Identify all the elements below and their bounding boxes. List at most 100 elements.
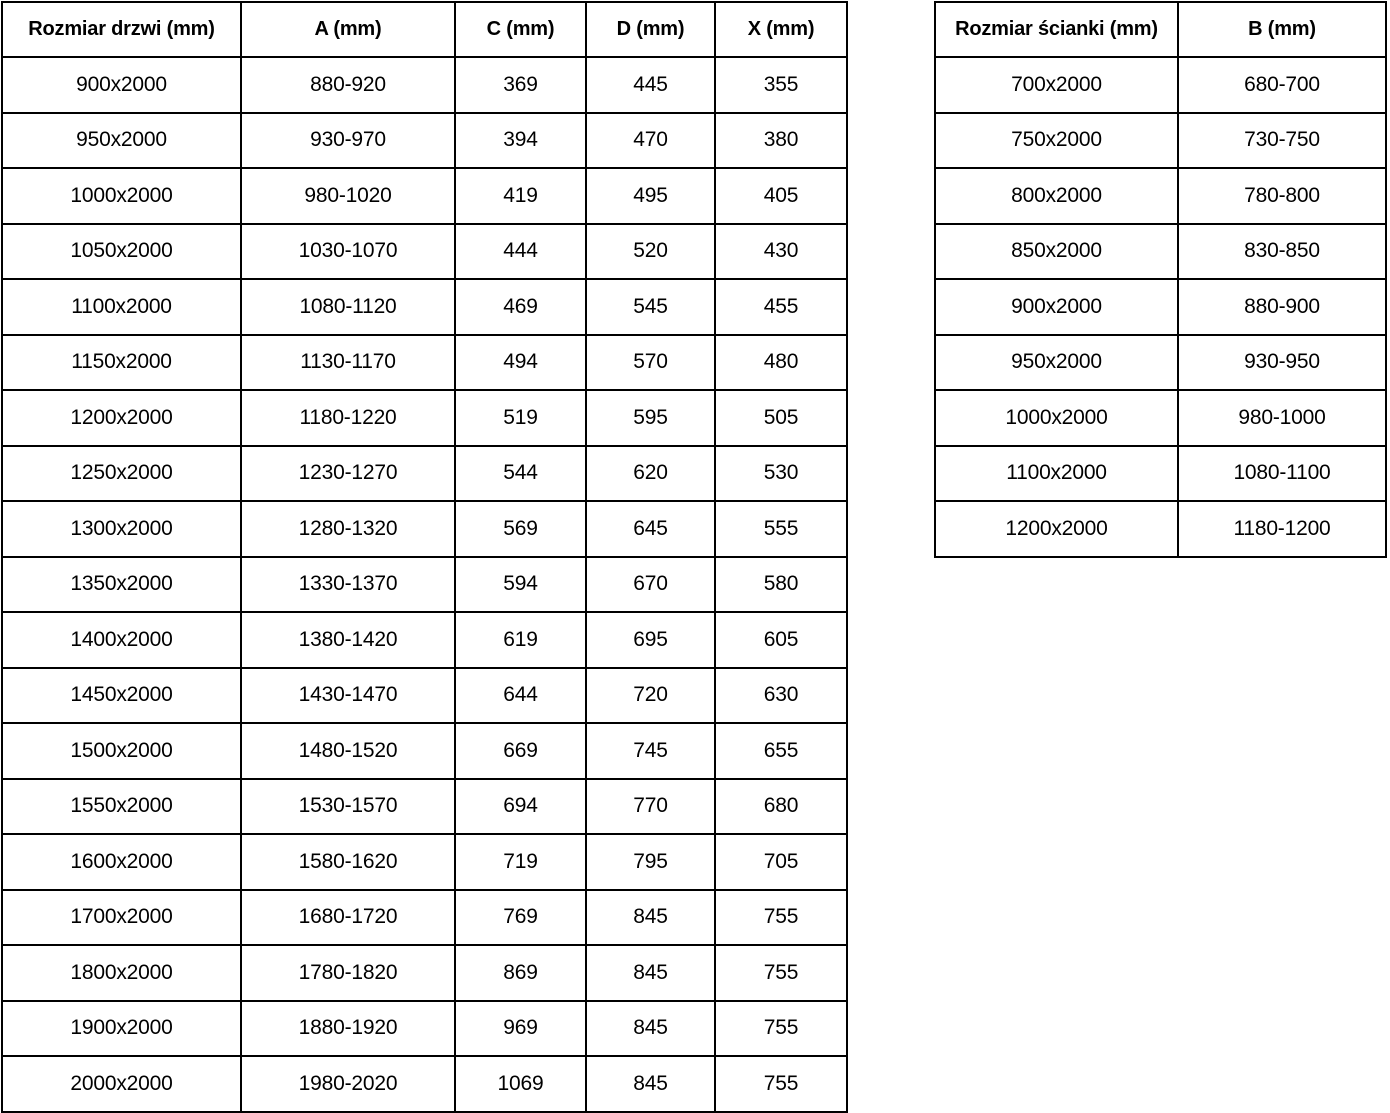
cell-c: 394 — [454, 111, 587, 169]
cell-d: 645 — [585, 500, 716, 558]
table-row: 1500x2000 1480-1520 669 745 655 — [1, 722, 848, 780]
table-row: 1400x2000 1380-1420 619 695 605 — [1, 611, 848, 669]
cell-c: 444 — [454, 222, 587, 280]
cell-a: 1880-1920 — [240, 999, 456, 1057]
table-row: 900x2000 880-920 369 445 355 — [1, 56, 848, 114]
cell-x: 405 — [714, 167, 848, 225]
cell-d: 445 — [585, 56, 716, 114]
cell-door-size: 1100x2000 — [1, 278, 242, 336]
cell-door-size: 1900x2000 — [1, 999, 242, 1057]
cell-wall-size: 850x2000 — [934, 222, 1179, 280]
cell-door-size: 1300x2000 — [1, 500, 242, 558]
table-row: 1100x2000 1080-1120 469 545 455 — [1, 278, 848, 336]
cell-x: 480 — [714, 333, 848, 391]
cell-a: 1780-1820 — [240, 944, 456, 1002]
cell-door-size: 1800x2000 — [1, 944, 242, 1002]
cell-door-size: 1600x2000 — [1, 833, 242, 891]
cell-b: 730-750 — [1177, 111, 1387, 169]
cell-a: 1580-1620 — [240, 833, 456, 891]
cell-x: 555 — [714, 500, 848, 558]
cell-b: 930-950 — [1177, 333, 1387, 391]
cell-d: 695 — [585, 611, 716, 669]
cell-x: 755 — [714, 944, 848, 1002]
cell-c: 569 — [454, 500, 587, 558]
cell-x: 605 — [714, 611, 848, 669]
cell-d: 770 — [585, 777, 716, 835]
cell-d: 845 — [585, 1055, 716, 1113]
column-header-door-size: Rozmiar drzwi (mm) — [1, 1, 242, 58]
cell-d: 845 — [585, 888, 716, 946]
cell-b: 1080-1100 — [1177, 444, 1387, 502]
cell-wall-size: 1200x2000 — [934, 500, 1179, 558]
cell-wall-size: 800x2000 — [934, 167, 1179, 225]
cell-a: 1080-1120 — [240, 278, 456, 336]
table-row: 1300x2000 1280-1320 569 645 555 — [1, 500, 848, 558]
table-row: 700x2000 680-700 — [934, 56, 1387, 114]
table-row: 1450x2000 1430-1470 644 720 630 — [1, 666, 848, 724]
cell-door-size: 1700x2000 — [1, 888, 242, 946]
cell-a: 980-1020 — [240, 167, 456, 225]
cell-c: 419 — [454, 167, 587, 225]
cell-a: 930-970 — [240, 111, 456, 169]
table-row: 2000x2000 1980-2020 1069 845 755 — [1, 1055, 848, 1113]
table-row: 1150x2000 1130-1170 494 570 480 — [1, 333, 848, 391]
cell-a: 1130-1170 — [240, 333, 456, 391]
cell-door-size: 1550x2000 — [1, 777, 242, 835]
cell-d: 795 — [585, 833, 716, 891]
table-row: 750x2000 730-750 — [934, 111, 1387, 169]
column-header-x: X (mm) — [714, 1, 848, 58]
table-row: 900x2000 880-900 — [934, 278, 1387, 336]
cell-wall-size: 1100x2000 — [934, 444, 1179, 502]
cell-a: 1480-1520 — [240, 722, 456, 780]
table-row: 1250x2000 1230-1270 544 620 530 — [1, 444, 848, 502]
cell-door-size: 950x2000 — [1, 111, 242, 169]
table-row: 1200x2000 1180-1200 — [934, 500, 1387, 558]
cell-x: 630 — [714, 666, 848, 724]
cell-c: 469 — [454, 278, 587, 336]
cell-c: 519 — [454, 389, 587, 447]
cell-door-size: 900x2000 — [1, 56, 242, 114]
cell-x: 380 — [714, 111, 848, 169]
cell-c: 694 — [454, 777, 587, 835]
cell-a: 1180-1220 — [240, 389, 456, 447]
cell-c: 719 — [454, 833, 587, 891]
cell-x: 455 — [714, 278, 848, 336]
cell-a: 1530-1570 — [240, 777, 456, 835]
cell-d: 845 — [585, 944, 716, 1002]
cell-a: 1430-1470 — [240, 666, 456, 724]
column-header-c: C (mm) — [454, 1, 587, 58]
cell-door-size: 1500x2000 — [1, 722, 242, 780]
table-row: 1000x2000 980-1020 419 495 405 — [1, 167, 848, 225]
table-header-row: Rozmiar drzwi (mm) A (mm) C (mm) D (mm) … — [1, 1, 848, 58]
table-row: 1700x2000 1680-1720 769 845 755 — [1, 888, 848, 946]
cell-wall-size: 950x2000 — [934, 333, 1179, 391]
cell-x: 680 — [714, 777, 848, 835]
cell-x: 505 — [714, 389, 848, 447]
cell-d: 620 — [585, 444, 716, 502]
cell-d: 745 — [585, 722, 716, 780]
cell-d: 845 — [585, 999, 716, 1057]
cell-x: 755 — [714, 999, 848, 1057]
table-row: 950x2000 930-950 — [934, 333, 1387, 391]
cell-c: 669 — [454, 722, 587, 780]
table-header-row: Rozmiar ścianki (mm) B (mm) — [934, 1, 1387, 58]
cell-door-size: 1350x2000 — [1, 555, 242, 613]
cell-d: 545 — [585, 278, 716, 336]
table-row: 850x2000 830-850 — [934, 222, 1387, 280]
cell-a: 1230-1270 — [240, 444, 456, 502]
cell-d: 720 — [585, 666, 716, 724]
cell-b: 1180-1200 — [1177, 500, 1387, 558]
cell-a: 1380-1420 — [240, 611, 456, 669]
column-header-a: A (mm) — [240, 1, 456, 58]
door-size-specification-table: Rozmiar drzwi (mm) A (mm) C (mm) D (mm) … — [1, 1, 848, 1113]
cell-b: 680-700 — [1177, 56, 1387, 114]
table-row: 1100x2000 1080-1100 — [934, 444, 1387, 502]
cell-d: 470 — [585, 111, 716, 169]
cell-x: 530 — [714, 444, 848, 502]
cell-x: 355 — [714, 56, 848, 114]
cell-wall-size: 900x2000 — [934, 278, 1179, 336]
cell-c: 544 — [454, 444, 587, 502]
column-header-b: B (mm) — [1177, 1, 1387, 58]
cell-a: 880-920 — [240, 56, 456, 114]
